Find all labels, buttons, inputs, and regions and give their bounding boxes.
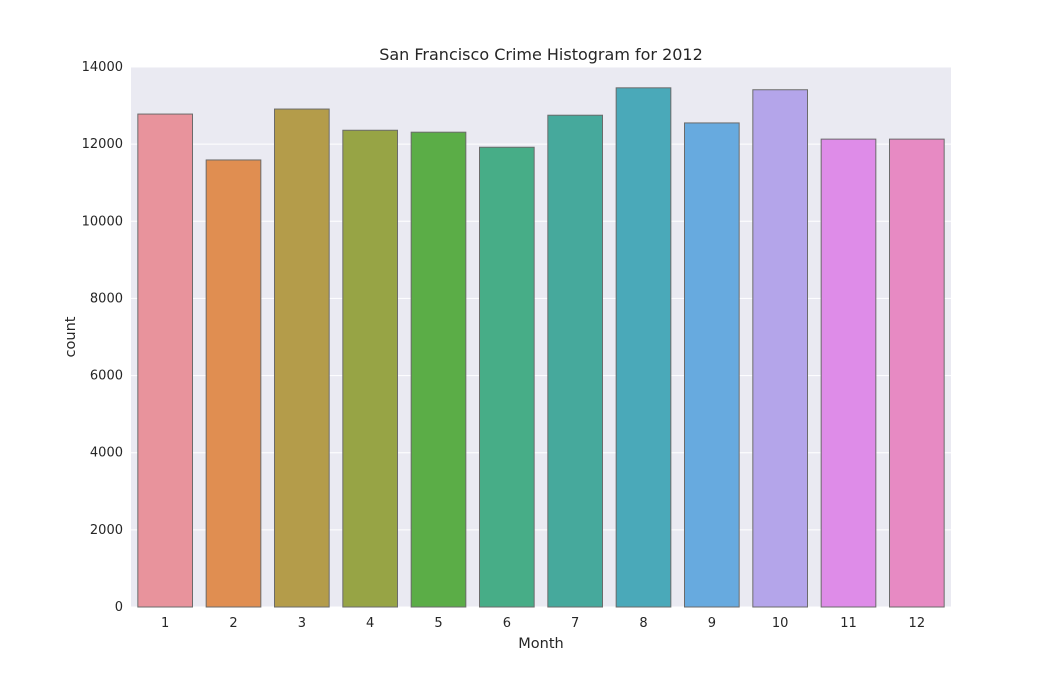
bars <box>137 87 945 608</box>
x-tick-label: 4 <box>366 616 374 631</box>
y-tick-label: 6000 <box>90 369 123 384</box>
y-tick-label: 4000 <box>90 446 123 461</box>
y-tick-label: 2000 <box>90 523 123 538</box>
bar-month-3 <box>274 108 330 608</box>
y-tick-label: 14000 <box>82 60 123 75</box>
x-tick-label: 9 <box>708 616 716 631</box>
bar-month-5 <box>410 131 467 608</box>
grid-lines <box>131 66 951 608</box>
x-tick-labels: 1 2 3 4 5 6 7 8 9 10 11 12 <box>161 616 925 631</box>
x-tick-label: 7 <box>571 616 579 631</box>
bar-month-7 <box>547 114 603 608</box>
x-axis-label: Month <box>518 636 563 652</box>
plot-background <box>131 67 951 607</box>
x-tick-label: 12 <box>909 616 926 631</box>
y-axis-label: count <box>63 316 79 357</box>
bar-month-8 <box>615 87 672 608</box>
y-tick-label: 0 <box>115 600 123 615</box>
bar-month-4 <box>342 129 399 608</box>
bar-month-1 <box>137 113 193 608</box>
bar-month-6 <box>479 146 535 608</box>
bar-month-11 <box>820 138 877 608</box>
x-tick-label: 2 <box>229 616 237 631</box>
x-tick-label: 5 <box>434 616 442 631</box>
y-tick-label: 8000 <box>90 291 123 306</box>
y-tick-labels: 0 2000 4000 6000 8000 10000 12000 14000 <box>82 60 123 615</box>
bar-month-9 <box>684 122 740 608</box>
bar-month-10 <box>752 89 808 608</box>
chart-title: San Francisco Crime Histogram for 2012 <box>379 45 703 64</box>
x-tick-label: 10 <box>772 616 789 631</box>
x-tick-label: 11 <box>840 616 857 631</box>
x-tick-label: 1 <box>161 616 169 631</box>
x-tick-label: 6 <box>503 616 511 631</box>
x-tick-label: 3 <box>298 616 306 631</box>
bar-month-2 <box>205 159 262 608</box>
y-tick-label: 12000 <box>82 137 123 152</box>
y-tick-label: 10000 <box>82 214 123 229</box>
bar-month-12 <box>889 138 945 608</box>
x-tick-label: 8 <box>639 616 647 631</box>
